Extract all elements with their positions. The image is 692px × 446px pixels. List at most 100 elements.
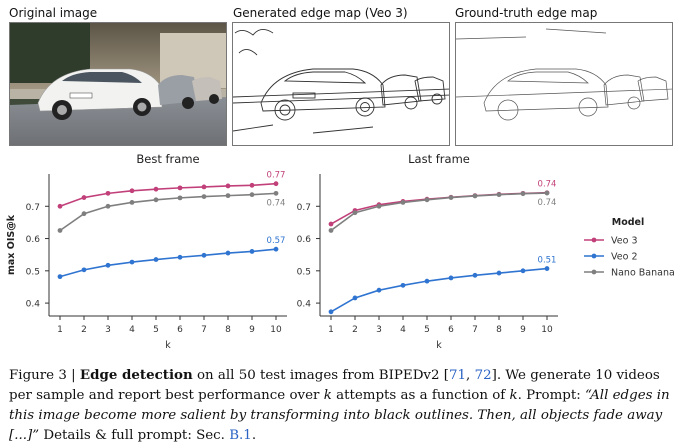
chart2-veo-2-point (328, 309, 334, 315)
chart1-y-tick-label: 0.4 (26, 300, 41, 310)
chart1-x-tick-label: 3 (105, 325, 111, 335)
chart1-nano-banana-point (201, 194, 207, 199)
chart1-x-tick-label: 9 (249, 325, 255, 335)
chart2-x-tick-label: 2 (352, 325, 358, 335)
chart2-veo-2-point (448, 275, 454, 281)
chart2-nano-banana-point (352, 210, 358, 216)
chart1-veo-3-end-label: 0.77 (267, 171, 286, 181)
chart2-nano-banana-point (424, 197, 430, 203)
chart1-nano-banana-point (81, 211, 87, 217)
chart1-veo-2-point (129, 259, 135, 265)
caption-text1: on all 50 test images from BIPEDv2 [ (192, 368, 449, 383)
chart2-x-tick-label: 6 (448, 325, 454, 335)
chart2-veo-3-end-label: 0.74 (538, 180, 557, 190)
caption-text6: . (251, 428, 257, 443)
chart1-veo-2-point (81, 267, 87, 273)
chart2-y-tick-label: 0.4 (297, 300, 312, 310)
caption-k2: k (509, 388, 518, 403)
legend-veo-3-label: Veo 3 (611, 236, 637, 247)
original-photo (9, 22, 227, 146)
chart2-nano-banana-point (472, 193, 478, 199)
chart2-x-tick-label: 7 (472, 325, 478, 335)
chart2-x-tick-label: 10 (541, 325, 553, 335)
chart2-nano-banana-point (376, 203, 382, 209)
chart1-veo-2-line (59, 248, 277, 278)
caption-prompt: “All edges in this image become more sal… (9, 388, 670, 443)
chart1-veo-3-point (105, 190, 111, 196)
chart2-veo-2-end-label: 0.51 (538, 256, 557, 266)
section-link[interactable]: B.1 (229, 428, 252, 443)
chart1-x-tick-label: 8 (225, 325, 231, 335)
chart2-y-tick-label: 0.5 (297, 267, 311, 277)
chart2-veo-2-point (472, 272, 478, 278)
chart2-veo-2-point (352, 295, 358, 301)
chart1-nano-banana-point (177, 195, 183, 201)
chart1-y-tick-label: 0.5 (26, 267, 40, 277)
chart2-y-tick-label: 0.6 (297, 235, 312, 245)
chart2-x-label: k (436, 340, 442, 351)
caption-text5: Details & full prompt: Sec. (39, 428, 230, 443)
chart1-veo-2-end-label: 0.57 (267, 236, 286, 246)
chart2-nano-banana-point (520, 191, 526, 197)
chart2-veo-2-point (400, 282, 406, 288)
generated-edge-map (232, 22, 450, 146)
chart2-x-tick-label: 8 (496, 325, 502, 335)
chart1-veo-2-point (201, 252, 207, 258)
caption-text3: attempts as a function of (331, 388, 510, 403)
chart1-y-label: max OIS@k (6, 214, 17, 275)
chart1-veo-3-point (177, 185, 183, 191)
chart2-veo-2-line (330, 267, 548, 313)
chart1-x-label: k (165, 340, 171, 351)
caption-label: Figure 3 | (9, 368, 80, 383)
chart2-nano-banana-point (328, 228, 334, 233)
chart1-nano-banana-point (273, 190, 279, 196)
chart1-x-tick-label: 10 (270, 325, 282, 335)
legend-nano-banana-marker (591, 269, 597, 275)
chart2-veo-2-point (424, 278, 430, 284)
chart2-veo-3-line (330, 191, 548, 225)
chart1-nano-banana-point (249, 192, 255, 198)
chart1-title: Best frame (136, 152, 199, 166)
legend-title: Model (612, 217, 644, 228)
chart1-x-tick-label: 1 (57, 325, 63, 335)
caption-text4: . Prompt: (517, 388, 586, 403)
chart1-nano-banana-point (129, 200, 135, 205)
legend-nano-banana-label: Nano Banana (611, 268, 675, 279)
chart2-x-tick-label: 4 (400, 325, 406, 335)
chart1-veo-3-point (249, 182, 255, 188)
chart1-veo-2-point (225, 250, 231, 256)
chart1-x-tick-label: 4 (129, 325, 135, 335)
chart1-x-tick-label: 2 (81, 325, 87, 335)
chart1-nano-banana-end-label: 0.74 (267, 198, 286, 208)
legend-veo-3-marker (591, 237, 597, 243)
chart1-veo-3-line (59, 182, 277, 208)
chart1-veo-2-point (153, 257, 159, 262)
chart1-nano-banana-point (105, 203, 111, 209)
chart2-veo-2-point (496, 270, 502, 276)
citation-71[interactable]: 71 (449, 368, 467, 383)
chart1-veo-2-point (105, 262, 111, 268)
chart2-y-tick-label: 0.7 (297, 203, 311, 213)
legend-veo-2-label: Veo 2 (611, 252, 637, 263)
chart1-x-tick-label: 5 (153, 325, 159, 335)
chart2-nano-banana-point (544, 190, 550, 196)
chart2-veo-2-point (376, 287, 382, 293)
chart1-veo-3-point (129, 188, 135, 194)
chart1-veo-2-point (177, 254, 183, 260)
citation-72[interactable]: 72 (474, 368, 492, 383)
ground-truth-edge-map-title: Ground-truth edge map (455, 6, 598, 20)
chart2-veo-2-point (520, 268, 526, 274)
figure-caption: Figure 3 | Edge detection on all 50 test… (9, 365, 685, 446)
chart1-veo-3-point (153, 186, 159, 192)
caption-k: k (323, 388, 332, 403)
caption-bold: Edge detection (79, 367, 193, 383)
chart1-nano-banana-line (59, 192, 277, 232)
chart1-veo-3-point (81, 195, 87, 200)
chart2-veo-3-point (328, 221, 334, 227)
ground-truth-edge-map (455, 22, 673, 146)
chart2-x-tick-label: 1 (328, 325, 334, 335)
chart2-x-tick-label: 9 (520, 325, 526, 335)
original-image-title: Original image (9, 6, 98, 20)
chart1-veo-3-point (273, 181, 279, 187)
caption-text2: ]. We generate 10 videos per sample and … (9, 368, 660, 403)
